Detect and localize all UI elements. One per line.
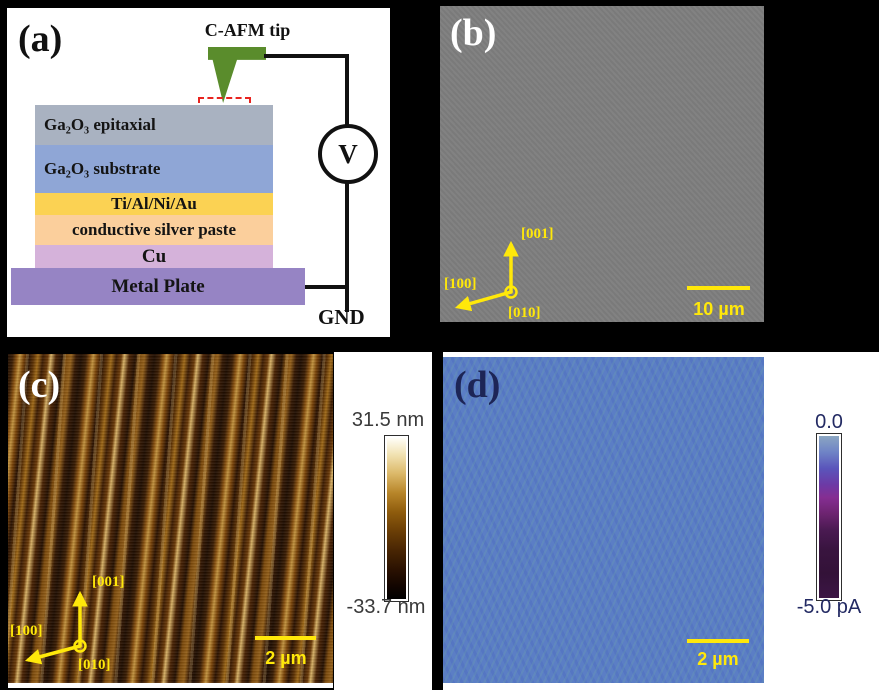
panel-c-scale-bar [255,636,316,640]
panel-b-crystal-axes-icon [454,240,519,312]
panel-c-label: (c) [18,364,61,406]
panel-c-colorbar-min: -33.7 nm [346,596,426,618]
panel-c-colorbar-gradient [387,438,406,599]
layer-ga2o3-substrate: Ga₂O₃ substrate [35,145,273,193]
panel-b-scale-label: 10 µm [693,299,745,319]
circuit-wire-right-upper [345,54,349,126]
layer-ga2o3-epitaxial: Ga₂O₃ epitaxial [35,105,273,145]
panel-c-axis-100: [100] [10,623,43,639]
panel-d-scale-bar [687,639,749,643]
circuit-wire-top [264,54,348,58]
panel-c-axis-010: [010] [78,657,111,673]
ground-label: GND [318,305,365,329]
cafm-tip-label: C-AFM tip [204,20,291,40]
panel-d-label: (d) [454,364,501,406]
panel-b-axis-100: [100] [444,276,477,292]
panel-b-axis-001: [001] [521,226,554,242]
panel-d-scale-label: 2 µm [697,649,739,669]
panel-divider [432,345,443,690]
layer-conductive-silver-paste: conductive silver paste [35,215,273,245]
panel-d-colorbar-max: 0.0 [815,411,843,433]
voltmeter-symbol: V [318,124,378,184]
panel-c-axis-001: [001] [92,574,125,590]
panel-b-scale-bar [687,286,750,290]
circuit-wire-right-lower [345,180,349,287]
layer-ti-al-ni-au: Ti/Al/Ni/Au [35,193,273,215]
panel-c-colorbar [384,435,409,602]
panel-c-colorbar-max: 31.5 nm [351,409,425,431]
panel-d-colorbar-min: -5.0 pA [796,596,862,618]
panel-c-crystal-axes-icon [24,590,88,665]
panel-d-colorbar-gradient [819,436,839,598]
circuit-wire-ground-stub [345,285,349,312]
panel-d-colorbar [816,433,842,601]
layer-cu: Cu [35,245,273,268]
layer-metal-plate: Metal Plate [11,268,305,305]
panel-d-current-map-image [443,357,764,683]
circuit-wire-bottom [305,285,349,289]
panel-b-sem-image [440,6,764,322]
panel-a-label: (a) [18,18,63,60]
panel-c-colorbar-background [334,352,432,690]
panel-b-axis-010: [010] [508,305,541,321]
panel-c-scale-label: 2 µm [265,648,307,668]
panel-c-afm-topography-image [8,354,333,683]
panel-b-label: (b) [450,12,497,54]
panel-c-bottom-margin [8,681,333,688]
